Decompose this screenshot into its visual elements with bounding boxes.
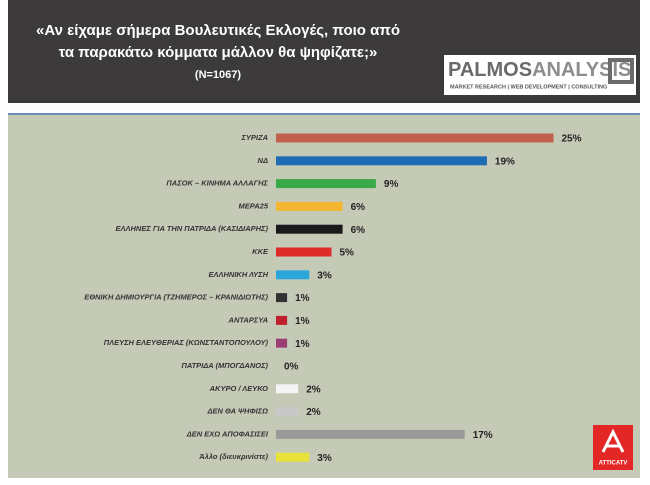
title-line: τα παρακάτω κόμματα μάλλον θα ψηφίζατε;» (59, 44, 378, 61)
logo-box (444, 55, 636, 95)
bar (276, 270, 310, 280)
category-label: ΠΑΣΟΚ – ΚΙΝΗΜΑ ΑΛΛΑΓΗΣ (166, 179, 268, 188)
bar (276, 224, 343, 234)
bar (276, 293, 288, 303)
value-label: 1% (295, 293, 310, 304)
value-label: 6% (351, 225, 366, 236)
category-label: ΑΝΤΑΡΣΥΑ (228, 315, 268, 324)
value-label: 1% (295, 316, 310, 327)
channel-name: ATTICATV (599, 461, 628, 467)
value-label: 3% (317, 270, 332, 281)
category-label: ΔΕΝ ΕΧΩ ΑΠΟΦΑΣΙΣΕΙ (186, 429, 269, 438)
subtitle: (N=1067) (195, 69, 242, 81)
value-label: 6% (351, 202, 366, 213)
bar (276, 384, 299, 394)
bar (276, 247, 332, 257)
bar (276, 201, 343, 211)
value-label: 0% (284, 362, 299, 373)
bar (276, 452, 310, 462)
category-label: ΠΑΤΡΙΔΑ (ΜΠΟΓΔΑΝΟΣ) (181, 361, 268, 370)
bar (276, 407, 299, 417)
category-label: ΚΚΕ (252, 247, 269, 256)
channel-icon (601, 428, 625, 453)
category-label: ΝΔ (258, 156, 268, 165)
bar (276, 429, 465, 439)
value-label: 17% (473, 430, 493, 441)
category-label: ΔΕΝ ΘΑ ΨΗΦΙΣΩ (206, 407, 268, 416)
value-label: 2% (306, 407, 321, 418)
bar (276, 338, 288, 348)
title-line: «Αν είχαμε σήμερα Βουλευτικές Εκλογές, π… (36, 22, 400, 39)
logo-text: PALMOSANALYSIS (448, 59, 631, 81)
value-label: 2% (306, 384, 321, 395)
value-label: 19% (495, 156, 515, 167)
category-label: ΑΚΥΡΟ / ΛΕΥΚΟ (209, 384, 269, 393)
bar (276, 179, 376, 189)
bar (276, 133, 554, 143)
value-label: 3% (317, 453, 332, 464)
category-label: ΕΛΛΗΝΕΣ ΓΙΑ ΤΗΝ ΠΑΤΡΙΔΑ (ΚΑΣΙΔΙΑΡΗΣ) (116, 224, 269, 233)
logo-tagline: MARKET RESEARCH | WEB DEVELOPMENT | CONS… (450, 84, 607, 90)
value-label: 25% (562, 134, 582, 145)
category-label: ΕΘΝΙΚΗ ΔΗΜΙΟΥΡΓΙΑ (ΤΖΗΜΕΡΟΣ – ΚΡΑΝΙΔΙΩΤΗ… (84, 293, 268, 302)
category-label: ΣΥΡΙΖΑ (240, 133, 268, 142)
category-label: ΕΛΛΗΝΙΚΗ ΛΥΣΗ (209, 270, 269, 279)
bar (276, 315, 288, 325)
category-label: ΜΕΡΑ25 (239, 201, 269, 210)
value-label: 9% (384, 179, 399, 190)
logo-icon (608, 58, 634, 84)
category-label: Άλλο (διευκρινίστε) (198, 452, 268, 461)
logo-brand: ANALYSIS (532, 59, 631, 81)
bar (276, 156, 487, 166)
value-label: 1% (295, 339, 310, 350)
logo-brand: PALMOS (448, 59, 532, 81)
value-label: 5% (340, 248, 355, 259)
category-label: ΠΛΕΥΣΗ ΕΛΕΥΘΕΡΙΑΣ (ΚΩΝΣΤΑΝΤΟΠΟΥΛΟΥ) (104, 338, 269, 347)
chart-panel (8, 113, 640, 478)
